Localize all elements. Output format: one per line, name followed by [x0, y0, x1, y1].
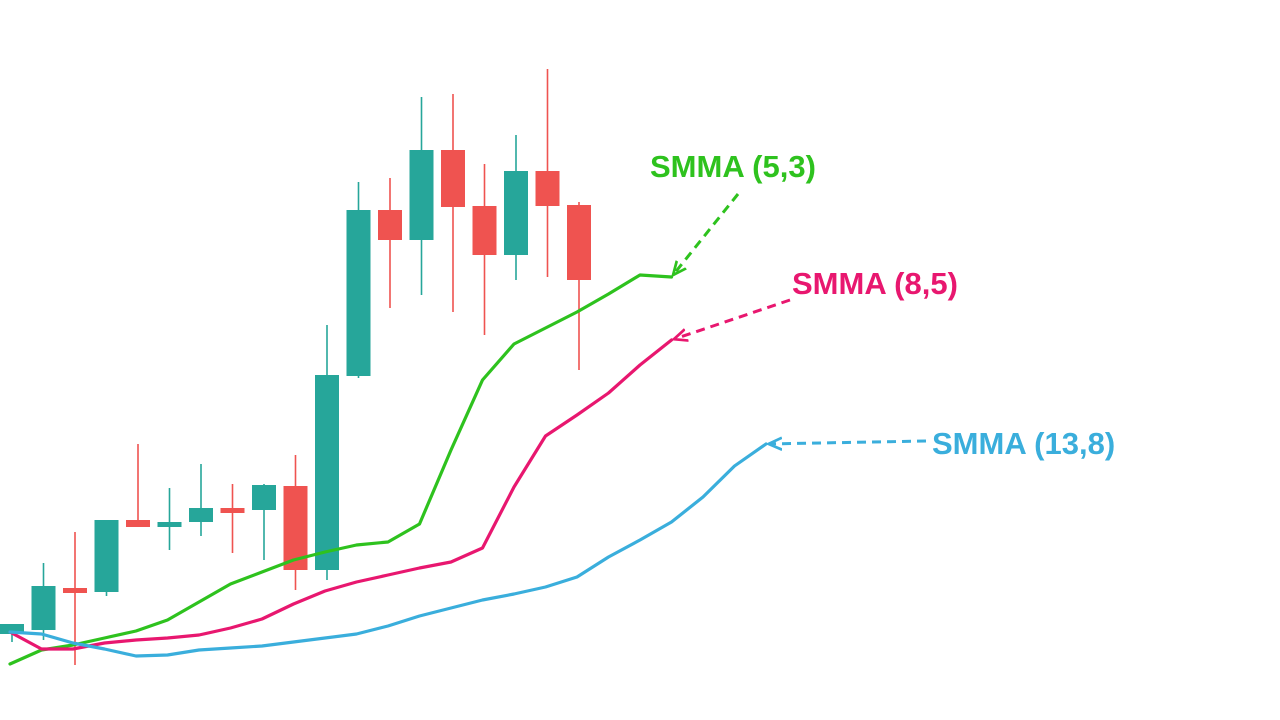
- candle-body: [472, 206, 497, 255]
- candle: [472, 164, 497, 335]
- candle-body: [126, 520, 150, 527]
- candle-body: [409, 150, 434, 240]
- smma-8-5-line: [8, 338, 674, 651]
- candle-body: [346, 210, 371, 376]
- smma-13-8-line: [8, 442, 768, 658]
- candle: [409, 97, 434, 295]
- candle-body: [63, 588, 87, 593]
- candle-body: [441, 150, 465, 207]
- candle: [252, 484, 276, 560]
- candle: [441, 94, 465, 312]
- candles: [0, 69, 591, 665]
- candle-body: [94, 520, 119, 592]
- candle: [504, 135, 528, 280]
- candle: [126, 444, 150, 527]
- indicator-lines: [8, 273, 768, 666]
- smma-8-5-arrow: [675, 298, 791, 339]
- candle: [94, 520, 119, 596]
- candle: [31, 563, 56, 640]
- smma-13-8-arrow: [770, 441, 927, 444]
- candle-body: [189, 508, 213, 522]
- candle-body: [378, 210, 402, 240]
- candle: [346, 182, 371, 378]
- smma-13-8-label: SMMA (13,8): [932, 426, 1115, 461]
- candle: [567, 202, 591, 370]
- smma-8-5-label: SMMA (8,5): [792, 266, 958, 301]
- candle-body: [0, 624, 24, 634]
- candle-body: [504, 171, 528, 255]
- annotation-arrows: [674, 193, 927, 444]
- smma-5-3-label: SMMA (5,3): [650, 149, 816, 184]
- candle: [535, 69, 560, 277]
- candle-body: [31, 586, 56, 630]
- smma-5-3-arrow: [674, 193, 740, 274]
- candle-body: [252, 485, 276, 510]
- candle-body: [315, 375, 339, 570]
- candle: [315, 325, 339, 580]
- candle-body: [220, 508, 245, 513]
- smma-5-3-line: [8, 273, 674, 666]
- candle: [220, 484, 245, 553]
- candle: [157, 488, 182, 550]
- candle-body: [567, 205, 591, 280]
- candle-body: [157, 522, 182, 527]
- candle: [189, 464, 213, 536]
- candle: [378, 178, 402, 308]
- candle-body: [535, 171, 560, 206]
